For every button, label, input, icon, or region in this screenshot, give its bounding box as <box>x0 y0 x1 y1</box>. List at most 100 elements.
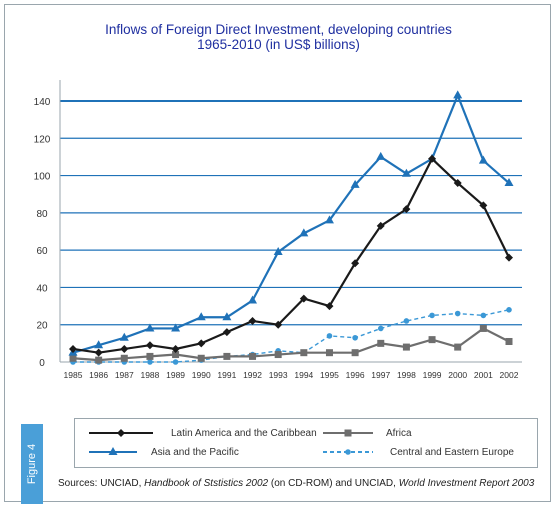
point-3-2000 <box>454 310 461 317</box>
point-3-1989 <box>172 359 179 365</box>
source-note: Sources: UNCIAD, Handbook of Ststistics … <box>58 478 534 489</box>
point-1-1992 <box>249 352 257 360</box>
series-0 <box>69 154 513 357</box>
y-tick-0: 0 <box>39 358 45 369</box>
point-3-1998 <box>403 318 410 324</box>
series-3 <box>70 307 512 365</box>
legend-marker-2 <box>108 447 118 455</box>
point-2-1987 <box>119 332 129 341</box>
point-2-1992 <box>248 295 258 304</box>
legend-marker-1 <box>344 429 352 437</box>
point-3-1988 <box>147 359 153 365</box>
x-tick-1994: 1994 <box>294 370 313 380</box>
figure-frame <box>4 4 551 502</box>
x-tick-1995: 1995 <box>320 370 339 380</box>
y-tick-80: 80 <box>36 209 48 220</box>
point-1-1998 <box>402 343 410 351</box>
point-1-1994 <box>300 349 308 357</box>
point-2-2000 <box>453 90 463 99</box>
point-0-1989 <box>171 344 180 353</box>
x-tick-1985: 1985 <box>64 370 83 380</box>
x-tick-1993: 1993 <box>269 370 288 380</box>
point-0-2001 <box>479 201 488 210</box>
x-tick-1990: 1990 <box>192 370 211 380</box>
point-1-1987 <box>120 354 128 362</box>
series-line-3 <box>73 309 510 363</box>
source-book2: World Investment Report 2003 <box>398 478 535 489</box>
x-tick-1991: 1991 <box>217 370 236 380</box>
point-1-1985 <box>69 354 77 362</box>
x-tick-1988: 1988 <box>140 370 159 380</box>
point-2-1994 <box>299 228 309 237</box>
point-1-2000 <box>454 343 462 351</box>
y-tick-labels: 0 20 40 60 80 100 120 140 <box>34 97 51 369</box>
point-1-1993 <box>274 351 282 359</box>
point-3-1996 <box>352 334 358 341</box>
legend-symbols <box>89 429 373 455</box>
point-0-1990 <box>197 339 206 348</box>
point-0-1995 <box>325 302 334 311</box>
x-tick-2002: 2002 <box>500 370 519 380</box>
point-2-1986 <box>94 340 104 349</box>
chart-title-line1: Inflows of Foreign Direct Investment, de… <box>105 22 452 37</box>
point-0-1993 <box>274 320 283 329</box>
x-tick-2001: 2001 <box>474 370 493 380</box>
point-0-1994 <box>299 294 308 303</box>
figure-tab-label: Figure 4 <box>26 443 38 485</box>
x-tick-1996: 1996 <box>346 370 365 380</box>
point-2-2001 <box>478 155 488 164</box>
x-tick-1989: 1989 <box>166 370 185 380</box>
series-line-0 <box>72 156 510 354</box>
point-1-2001 <box>479 324 487 332</box>
point-1-1996 <box>351 349 359 357</box>
point-0-1987 <box>120 344 129 353</box>
x-tick-1997: 1997 <box>371 370 390 380</box>
point-2-1989 <box>171 323 181 332</box>
y-tick-20: 20 <box>36 321 48 332</box>
legend-label-asia-pacific: Asia and the Pacific <box>151 447 239 458</box>
point-3-1997 <box>377 325 384 332</box>
point-3-2001 <box>480 312 487 319</box>
point-0-1986 <box>94 348 103 357</box>
point-0-1997 <box>376 221 385 230</box>
y-tick-100: 100 <box>34 172 51 183</box>
legend-label-africa: Africa <box>386 428 412 439</box>
chart-title: Inflows of Foreign Direct Investment, de… <box>0 22 557 52</box>
point-1-1991 <box>223 352 231 360</box>
point-2-1996 <box>350 179 360 188</box>
source-mid: (on CD-ROM) and UNCIAD, <box>268 478 399 489</box>
point-2-1998 <box>401 168 411 177</box>
point-1-1990 <box>197 354 205 362</box>
gridlines <box>60 100 522 326</box>
series-1 <box>69 324 513 364</box>
point-3-2002 <box>506 307 512 313</box>
point-3-1999 <box>429 312 435 319</box>
y-tick-40: 40 <box>36 283 48 294</box>
figure-tab: Figure 4 <box>21 424 43 504</box>
series-line-2 <box>72 92 510 354</box>
legend-marker-0 <box>117 429 125 437</box>
axes <box>59 80 522 363</box>
series-2 <box>68 90 514 356</box>
point-2-2002 <box>504 178 514 187</box>
point-0-2000 <box>453 179 462 188</box>
y-tick-60: 60 <box>36 246 48 257</box>
chart-title-line2: 1965-2010 (in US$ billions) <box>197 37 360 52</box>
point-0-1999 <box>428 154 437 163</box>
point-1-1997 <box>377 339 385 347</box>
x-tick-1992: 1992 <box>243 370 262 380</box>
x-tick-2000: 2000 <box>448 370 467 380</box>
point-0-2002 <box>505 253 513 262</box>
x-tick-1986: 1986 <box>89 370 108 380</box>
source-book1: Handbook of Ststistics 2002 <box>144 478 269 489</box>
point-0-1998 <box>402 205 411 214</box>
point-2-1991 <box>222 312 232 321</box>
point-2-1995 <box>324 215 334 224</box>
y-tick-140: 140 <box>34 97 51 108</box>
y-tick-120: 120 <box>34 134 51 145</box>
x-tick-1999: 1999 <box>423 370 442 380</box>
point-2-1997 <box>376 151 386 160</box>
legend: Latin America and the Caribbean Africa A… <box>74 418 538 468</box>
point-1-1988 <box>146 352 154 360</box>
